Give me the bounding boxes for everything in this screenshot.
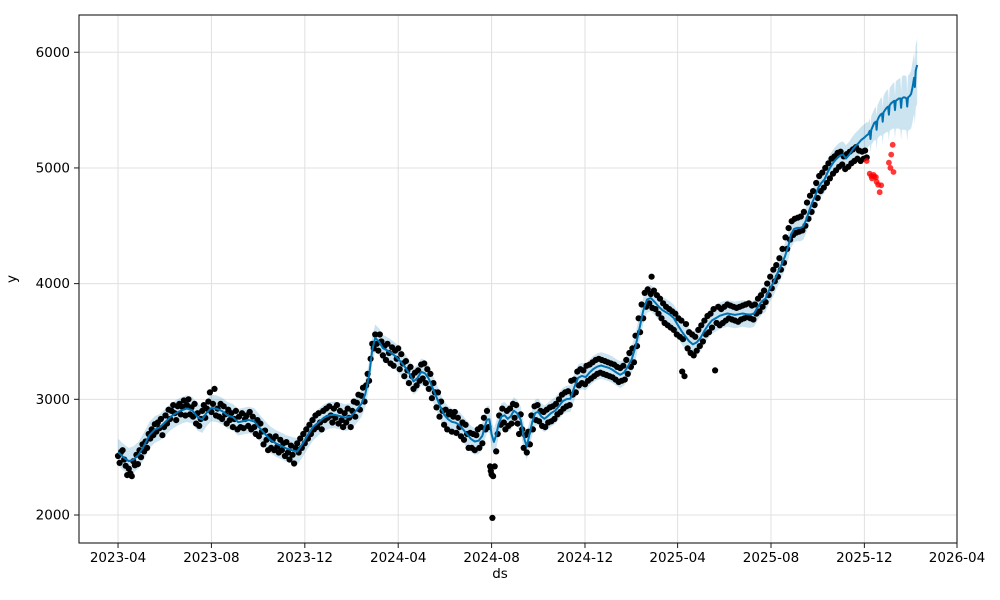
x-tick-label: 2025-04	[649, 550, 705, 566]
actual-points	[114, 144, 870, 522]
x-tick-label: 2023-08	[183, 550, 239, 566]
x-tick-label: 2023-04	[90, 550, 146, 566]
x-tick-label: 2024-08	[463, 550, 519, 566]
x-axis-label: ds	[492, 566, 508, 582]
y-tick-label: 6000	[36, 45, 70, 61]
plot-border	[78, 14, 958, 544]
x-tick-label: 2026-04	[929, 550, 985, 566]
y-tick-label: 4000	[36, 276, 70, 292]
axis-ticks-and-labels: 2023-04 2023-08 2023-12 2024-04 2024-08 2024-…	[36, 45, 986, 566]
trend-line	[117, 64, 919, 463]
x-tick-label: 2024-12	[557, 550, 613, 566]
y-tick-label: 3000	[36, 392, 70, 408]
x-tick-label: 2025-08	[743, 550, 799, 566]
grid-lines	[79, 15, 958, 543]
y-tick-label: 2000	[36, 508, 70, 524]
x-tick-label: 2023-12	[277, 550, 333, 566]
y-tick-label: 5000	[36, 160, 70, 176]
anomaly-points	[863, 141, 897, 196]
y-axis-label: y	[4, 275, 20, 283]
x-tick-label: 2025-12	[836, 550, 892, 566]
x-tick-label: 2024-04	[370, 550, 426, 566]
